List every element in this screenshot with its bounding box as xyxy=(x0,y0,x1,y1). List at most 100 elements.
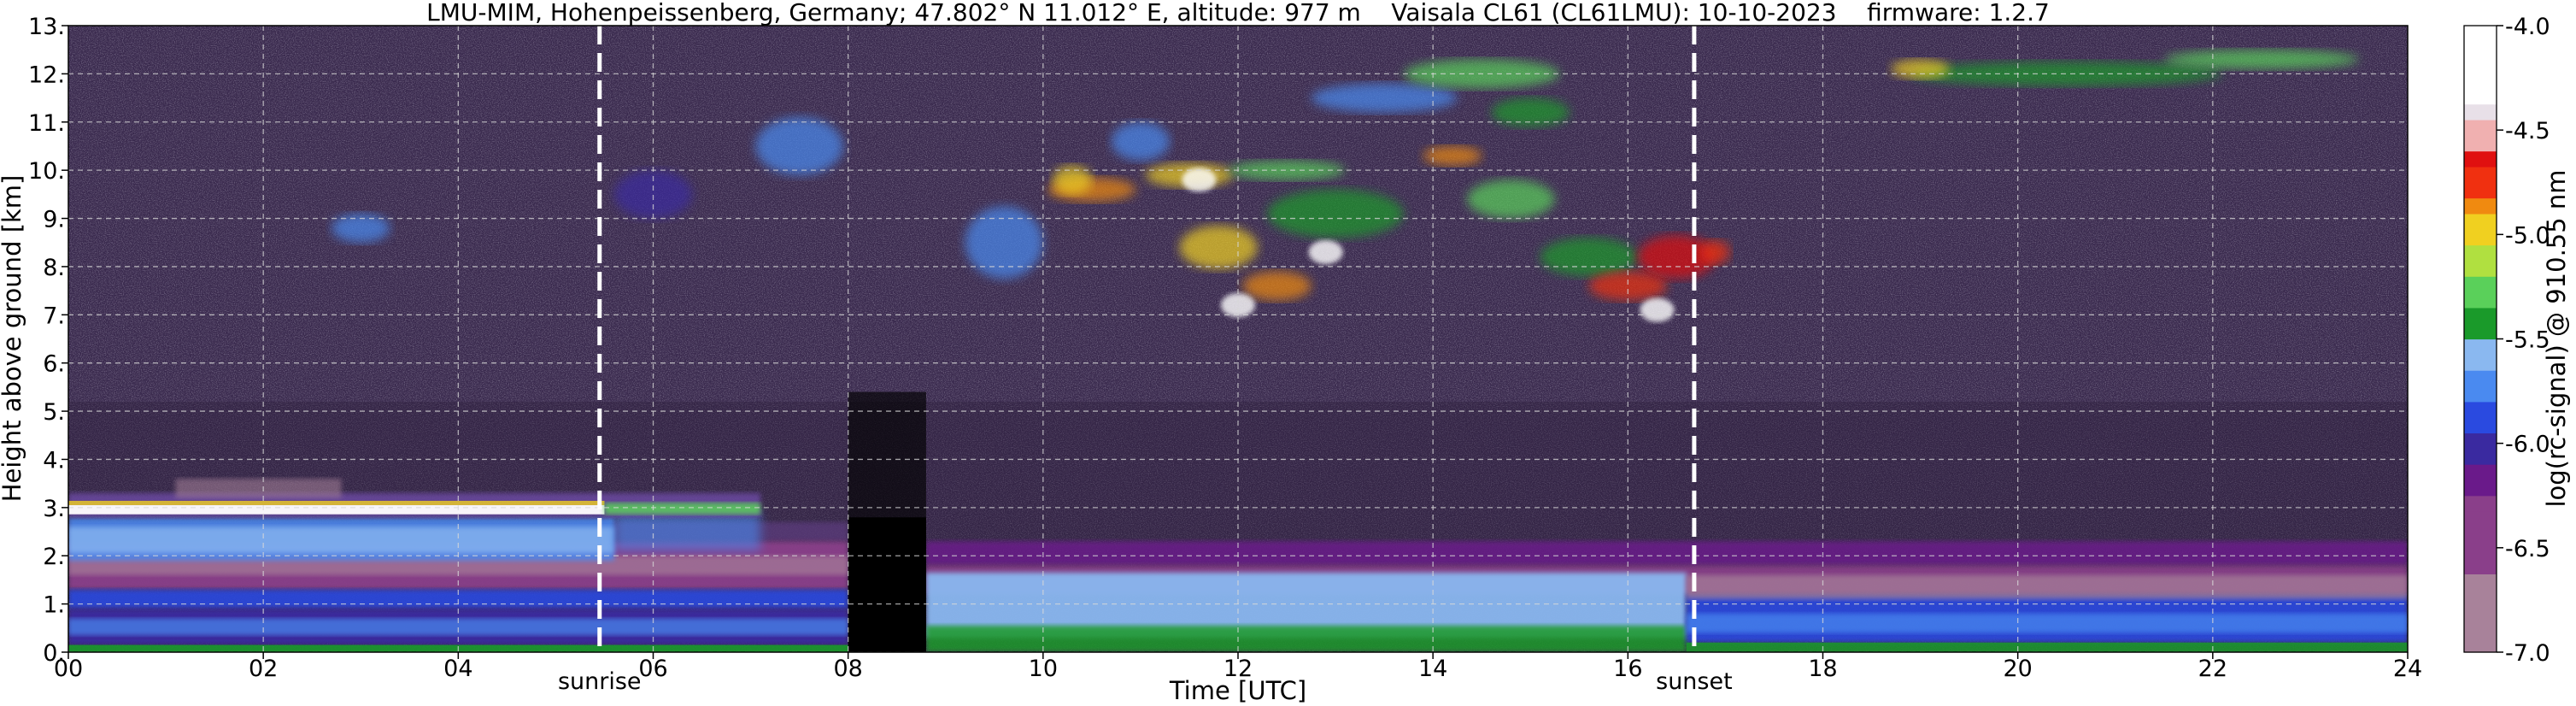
colorbar-segment xyxy=(2464,479,2497,497)
colorbar-segment xyxy=(2464,291,2497,309)
colorbar-tick-label: -5.0 xyxy=(2505,222,2550,249)
x-tick-label: 10 xyxy=(1029,656,1058,682)
cirrus-bright-core xyxy=(1182,168,1217,192)
y-tick-label: 11. xyxy=(28,110,65,137)
colorbar-segment xyxy=(2464,495,2497,512)
colorbar-segment xyxy=(2464,558,2497,574)
colorbar-segment xyxy=(2464,401,2497,418)
cloud-bumps xyxy=(175,479,342,498)
aerosol-under-cloud-fade xyxy=(613,512,760,551)
colorbar-segment xyxy=(2464,197,2497,215)
x-axis-title: Time [UTC] xyxy=(1169,676,1306,705)
colorbar-segment xyxy=(2464,72,2497,89)
cloud-layer-east xyxy=(604,503,760,515)
colorbar-tick-label: -6.0 xyxy=(2505,432,2550,458)
colorbar-tick-label: -5.5 xyxy=(2505,327,2550,354)
colorbar-tick-label: -7.0 xyxy=(2505,640,2550,667)
cirrus-patch xyxy=(1111,121,1171,161)
colorbar-segment xyxy=(2464,385,2497,403)
colorbar-segment xyxy=(2464,260,2497,277)
colorbar-segment xyxy=(2464,370,2497,387)
cirrus-patch xyxy=(1179,225,1258,269)
colorbar: -7.0 -6.5 -6.0 -5.5 -5.0 -4.5 -4.0 xyxy=(2463,14,2550,667)
y-tick-label: 4. xyxy=(43,447,65,474)
y-tick-label: 2. xyxy=(43,544,65,570)
x-tick-label: 20 xyxy=(2003,656,2032,682)
colorbar-segment xyxy=(2464,527,2497,544)
colorbar-segment xyxy=(2464,338,2497,356)
colorbar-segment xyxy=(2464,636,2497,653)
cirrus-patch xyxy=(1311,83,1458,113)
x-tick-label: 12 xyxy=(1223,656,1253,682)
cirrus-patch xyxy=(332,213,390,243)
x-tick-label: 18 xyxy=(1808,656,1837,682)
cirrus-bright-core xyxy=(1640,297,1675,322)
colorbar-segment xyxy=(2464,464,2497,481)
colorbar-segment xyxy=(2464,307,2497,324)
y-tick-label: 1. xyxy=(43,592,65,619)
cirrus-patch xyxy=(1700,239,1731,265)
colorbar-segment xyxy=(2464,26,2497,42)
colorbar-segment xyxy=(2464,589,2497,606)
cirrus-patch xyxy=(1491,97,1570,127)
x-tick-label: 24 xyxy=(2393,656,2422,682)
colorbar-segment xyxy=(2464,41,2497,58)
colorbar-segment xyxy=(2464,166,2497,183)
colorbar-segment xyxy=(2464,88,2497,105)
day-mixed-layer-green xyxy=(925,625,1687,652)
x-tick-label: 14 xyxy=(1418,656,1447,682)
x-tick-label: 04 xyxy=(443,656,472,682)
colorbar-segment xyxy=(2464,448,2497,465)
evening-surface xyxy=(1686,642,2408,652)
colorbar-tick-label: -4.0 xyxy=(2505,14,2550,40)
sun-markers: sunrise sunset xyxy=(558,26,1733,695)
cirrus-bright-core xyxy=(1221,293,1255,318)
cirrus-patch xyxy=(1423,145,1482,166)
x-tick-label: 02 xyxy=(249,656,278,682)
y-tick-label: 8. xyxy=(43,255,65,281)
y-tick-label: 10. xyxy=(28,158,65,185)
x-axis: 00 02 04 06 08 10 12 14 16 18 20 22 24 xyxy=(54,652,2422,682)
evening-layer-pink xyxy=(1686,574,2408,599)
y-tick-label: 0. xyxy=(43,640,65,667)
colorbar-segment xyxy=(2464,621,2497,638)
x-tick-label: 22 xyxy=(2198,656,2227,682)
colorbar-segment xyxy=(2464,511,2497,527)
colorbar-segment xyxy=(2464,150,2497,168)
cloud-layer-core xyxy=(68,505,605,515)
y-tick-label: 9. xyxy=(43,207,65,233)
cirrus-patch xyxy=(1267,189,1404,238)
day-layer-top xyxy=(925,541,2408,566)
colorbar-segment xyxy=(2464,56,2497,74)
cirrus-patch xyxy=(1891,59,1950,79)
cirrus-patch xyxy=(1910,62,2223,86)
data-gap-fade xyxy=(848,391,926,518)
cirrus-patch xyxy=(755,117,843,175)
y-tick-label: 6. xyxy=(43,351,65,378)
colorbar-segment xyxy=(2464,103,2497,121)
y-axis: 0. 1. 2. 3. 4. 5. 6. 7. 8. 9. 10. 11. 12. 13. xyxy=(28,14,68,667)
colorbar-segment xyxy=(2464,182,2497,199)
cirrus-patch xyxy=(1242,271,1311,301)
cirrus-patch xyxy=(613,170,693,219)
cirrus-patch xyxy=(1588,271,1667,301)
data-gap-block xyxy=(848,517,926,652)
aerosol-under-cloud-light xyxy=(68,527,614,554)
colorbar-segment xyxy=(2464,276,2497,293)
x-tick-label: 08 xyxy=(833,656,862,682)
sunset-label: sunset xyxy=(1656,668,1733,695)
cirrus-patch xyxy=(1053,165,1092,195)
y-tick-label: 7. xyxy=(43,303,65,329)
sunrise-label: sunrise xyxy=(558,668,642,695)
x-tick-label: 16 xyxy=(1613,656,1642,682)
colorbar-segment xyxy=(2464,605,2497,621)
cirrus-patch xyxy=(1540,238,1638,277)
colorbar-segment xyxy=(2464,244,2497,262)
cirrus-patch xyxy=(965,206,1043,279)
colorbar-segment xyxy=(2464,574,2497,591)
colorbar-segment xyxy=(2464,432,2497,450)
colorbar-tick-label: -4.5 xyxy=(2505,118,2550,144)
colorbar-segment xyxy=(2464,323,2497,340)
x-tick-label: 06 xyxy=(638,656,667,682)
